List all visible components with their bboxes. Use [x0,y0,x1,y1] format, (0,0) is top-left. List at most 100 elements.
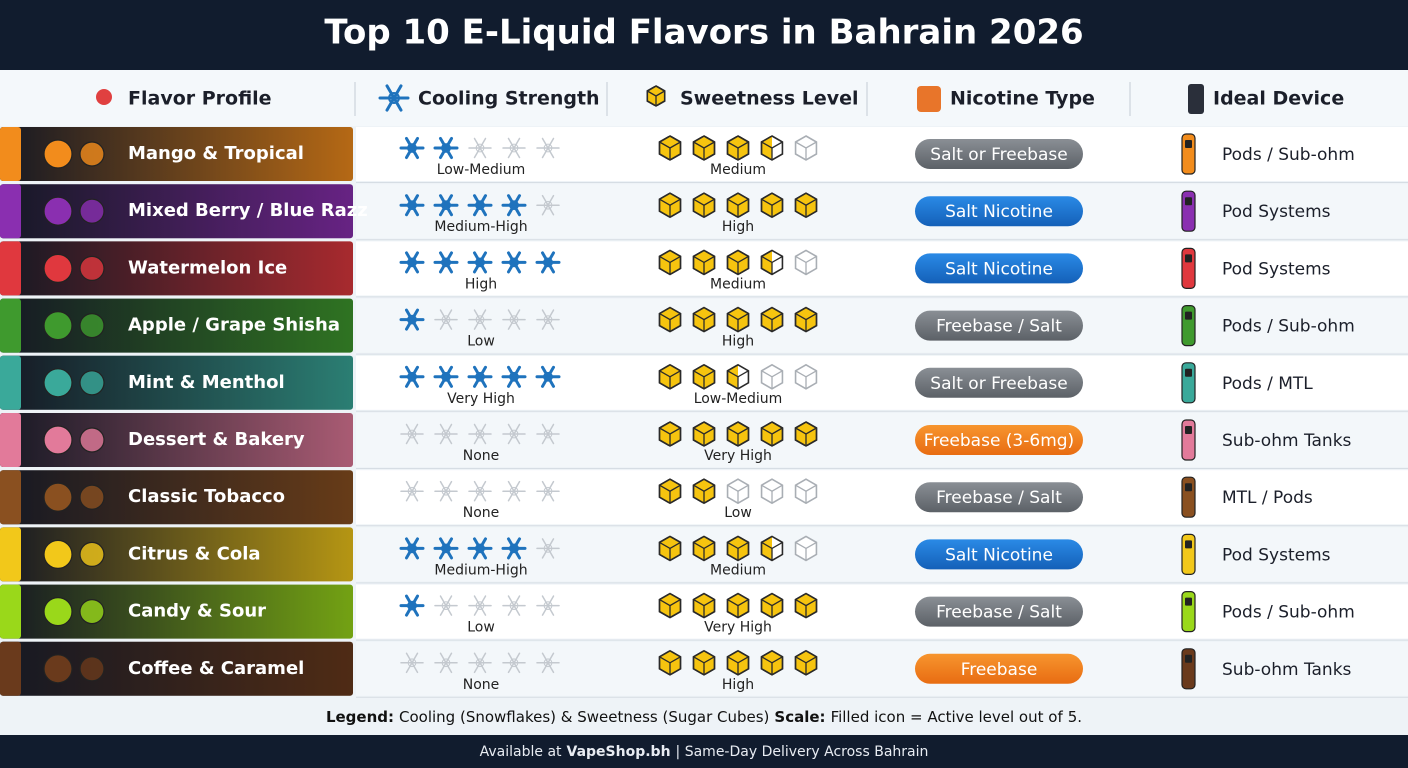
row-accent [0,298,21,353]
snowflake-arm [507,423,521,445]
table-row: Candy & Sour Low Very High Freebase / Salt P… [0,584,1408,641]
flavor-icon [79,198,105,224]
nicotine-type: Salt or Freebase [930,374,1067,394]
snowflake-arm [541,194,555,216]
snowflake-core [543,257,553,268]
snowflake-core [407,200,417,211]
flavor-icon [79,427,105,453]
sweetness-label: Medium [710,276,766,292]
snowflake-arm [405,251,419,274]
column-header: Nicotine Type [950,88,1095,110]
legend-key-label: Legend: [326,708,394,726]
snowflake-arm [541,538,555,559]
legend-scale-max: 5 [1068,708,1078,726]
device-icon-window [1185,197,1192,206]
header-icon [917,86,941,112]
nicotine-pill [915,482,1083,513]
device-name: MTL / Pods [1222,488,1313,508]
snowflake-arm [439,423,453,445]
row-background [356,413,1408,467]
snowflake-arm [507,480,521,502]
snowflake-arm [439,194,453,217]
snowflake-core [475,371,485,382]
nicotine-type: Freebase / Salt [936,488,1062,508]
cooling-label: Medium-High [434,562,527,578]
flavor-icon [43,425,73,455]
snowflake-core [441,143,451,153]
flavor-name: Mango & Tropical [128,143,304,164]
snowflake-arm [439,652,453,674]
cooling-label: Medium-High [434,219,527,235]
snowflake-core [475,200,485,211]
sweetness-label: High [722,334,754,350]
snowflake-core [407,429,417,439]
snowflake-core [543,200,553,210]
sweetness-icons [658,535,818,562]
nicotine-type: Freebase / Salt [936,317,1062,337]
snowflake-core [543,143,553,153]
flavor-cell-tint [0,184,353,239]
row-accent [0,641,21,696]
table-row: Mango & Tropical Low-Medium Medium Salt or … [0,127,1408,183]
nicotine-type: Salt Nicotine [945,202,1053,222]
snowflake-core [509,315,519,324]
row-background [356,241,1408,296]
table-row: Classic Tobacco None Low Freebase / Salt MTL… [0,470,1408,527]
row-accent [0,241,21,296]
snowflake-arm [473,480,487,502]
snowflake-core [475,315,485,324]
snowflake-arm [405,194,419,217]
snowflake-arm [405,308,419,331]
snowflake-arm [507,194,521,217]
cooling-icons [399,365,561,388]
sweetness-icons [658,363,818,390]
snowflake-core [441,200,451,211]
device-name: Pods / Sub-ohm [1222,317,1355,337]
nicotine-type: Freebase / Salt [936,603,1062,623]
snowflake-core [475,601,485,610]
cooling-label: Very High [447,391,515,407]
sweetness-label: Low-Medium [694,391,783,407]
flavor-cell-tint [0,641,353,696]
flavor-cell [0,641,353,696]
snowflake-arm [405,423,419,445]
cooling-icons [400,652,560,674]
column-header: Flavor Profile [128,88,272,110]
footer-prefix: Available at [480,744,562,760]
cooling-label: Low [467,334,495,350]
flavor-name: Mint & Menthol [128,372,285,393]
device-icon-window [1185,140,1192,148]
sweetness-icons [658,478,818,505]
nicotine-type: Freebase [961,660,1038,680]
snowflake-core [543,544,553,553]
flavor-icon [79,370,105,396]
nicotine-type: Freebase (3-6mg) [924,431,1074,451]
flavor-name: Apple / Grape Shisha [128,315,340,336]
snowflake-core [441,601,451,610]
snowflake-core [509,658,519,668]
snowflake-core [543,658,553,668]
table-row: Mint & Menthol Very High Low-Medium Salt or… [0,355,1408,412]
snowflake-arm [507,365,521,388]
nicotine-pill [915,310,1083,341]
snowflake-core [509,200,519,211]
snowflake-core [441,543,451,554]
snowflake-arm [473,365,487,388]
snowflake-core [407,314,417,325]
flavor-cell-tint [0,470,353,525]
snowflake-core [543,315,553,324]
flavor-cell [0,470,353,525]
snowflake-arm [507,595,521,616]
cooling-icons [399,594,560,617]
row-accent [0,184,21,239]
nicotine-pill [915,196,1083,227]
device-icon-window [1185,254,1192,263]
snowflake-arm [473,194,487,217]
snowflake-arm [405,652,419,674]
flavor-icon [79,598,105,625]
nicotine-pill [915,425,1083,455]
snowflake-arm [439,136,453,160]
legend-key-text: Cooling (Snowflakes) & Sweetness (Sugar … [399,708,769,726]
flavor-cell-tint [0,355,353,410]
snowflake-core [441,486,451,496]
